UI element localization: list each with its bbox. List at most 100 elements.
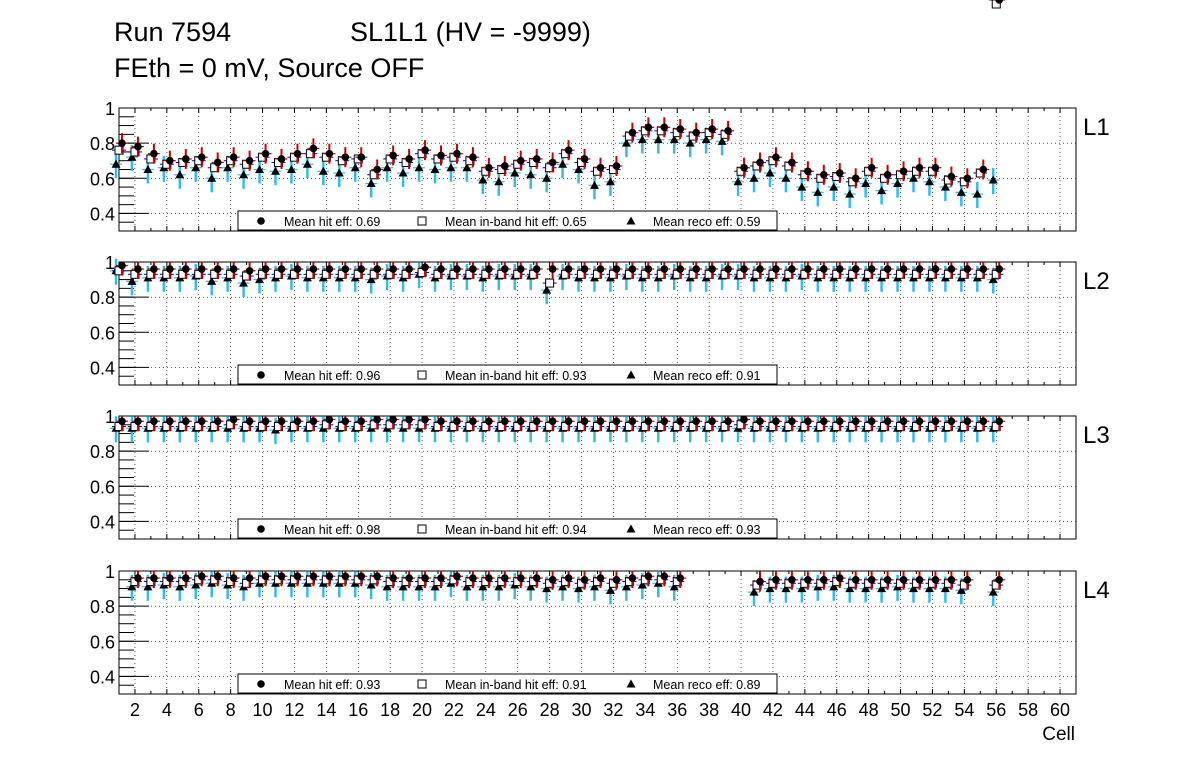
hit-point xyxy=(801,262,814,280)
hit-marker xyxy=(548,417,557,426)
reco-marker xyxy=(127,152,137,161)
hit-point xyxy=(259,571,272,587)
hit-point xyxy=(658,416,671,432)
hit-marker xyxy=(851,174,860,183)
hit-marker xyxy=(277,572,286,581)
legend-inband-marker xyxy=(417,370,427,380)
legend-hit-marker xyxy=(257,371,265,379)
hit-marker xyxy=(437,574,445,582)
hit-point xyxy=(307,262,320,280)
hit-point xyxy=(275,416,288,432)
reco-marker xyxy=(637,135,647,144)
hit-marker xyxy=(293,417,302,426)
hit-marker xyxy=(309,572,318,581)
x-tick-label: 40 xyxy=(731,700,751,720)
hit-marker xyxy=(740,265,748,273)
reco-marker xyxy=(414,163,424,172)
hit-point xyxy=(642,262,655,280)
reco-marker xyxy=(542,285,552,294)
y-tick-label: 1 xyxy=(105,407,115,427)
y-tick-label: 0.6 xyxy=(90,477,115,497)
hit-point xyxy=(578,148,591,169)
hit-point xyxy=(387,262,400,280)
hit-marker xyxy=(261,417,270,426)
panel-label: L4 xyxy=(1083,577,1110,604)
hit-marker xyxy=(469,153,477,161)
hit-point xyxy=(833,262,846,280)
hit-point xyxy=(116,261,128,276)
reco-marker xyxy=(526,170,536,179)
hit-point xyxy=(897,416,910,432)
hit-point xyxy=(913,157,926,178)
hit-point xyxy=(514,262,527,280)
reco-marker xyxy=(430,582,440,591)
panel-label: L1 xyxy=(1083,114,1110,141)
legend-hit-label: Mean hit eff: 0.93 xyxy=(284,678,380,692)
y-tick-label: 0.4 xyxy=(90,204,115,224)
hit-marker xyxy=(213,158,222,167)
hit-point xyxy=(211,262,224,280)
hit-point xyxy=(913,262,926,280)
hit-marker xyxy=(357,572,366,581)
reco-marker xyxy=(191,163,201,172)
hit-marker xyxy=(676,125,685,133)
hit-point xyxy=(419,571,432,589)
hit-point xyxy=(977,416,990,432)
hit-point xyxy=(514,416,527,432)
hit-point xyxy=(259,262,272,280)
hit-point xyxy=(466,571,479,589)
hit-point xyxy=(722,416,735,432)
hit-marker xyxy=(293,572,302,581)
hit-marker xyxy=(166,156,174,165)
hit-marker xyxy=(277,265,286,273)
hit-point xyxy=(674,571,687,589)
hit-marker xyxy=(804,575,812,584)
hit-point xyxy=(323,415,336,430)
reco-marker xyxy=(988,275,998,284)
hit-point xyxy=(275,262,288,280)
hit-marker xyxy=(182,155,190,163)
hit-marker xyxy=(835,574,844,582)
hit-point xyxy=(929,571,942,590)
legend-inband-marker xyxy=(417,524,427,534)
x-axis-label: Cell xyxy=(1042,724,1075,745)
x-tick-label: 22 xyxy=(444,700,464,720)
reco-point xyxy=(588,173,601,200)
reco-point xyxy=(253,157,266,184)
reco-point xyxy=(795,175,808,202)
reco-marker xyxy=(462,163,472,172)
hit-point xyxy=(769,571,782,590)
hit-point xyxy=(865,416,878,432)
hit-marker xyxy=(516,265,525,273)
hit-marker xyxy=(867,417,876,426)
hit-marker xyxy=(995,417,1004,426)
panel-l1: 0.4 0.6 0.8 1 L1 Mean hit eff: 0.69 Mean in-ba… xyxy=(90,0,1110,232)
reco-marker xyxy=(861,179,871,188)
hit-marker xyxy=(835,417,844,426)
hit-marker xyxy=(596,163,605,172)
hit-marker xyxy=(612,265,621,273)
conditions-title: FEth = 0 mV, Source OFF xyxy=(114,53,424,83)
hit-marker xyxy=(405,574,413,582)
hit-point xyxy=(865,571,878,590)
y-tick-label: 0.6 xyxy=(90,323,115,343)
hit-point xyxy=(961,571,974,590)
hit-point xyxy=(403,571,416,589)
hit-marker xyxy=(915,265,924,273)
hit-marker xyxy=(979,165,988,174)
reco-marker xyxy=(558,582,568,591)
reco-marker xyxy=(861,584,871,593)
hit-marker xyxy=(788,575,796,584)
hit-marker xyxy=(421,415,429,424)
hit-marker xyxy=(182,417,190,426)
hit-marker xyxy=(453,417,461,426)
reco-marker xyxy=(813,187,823,196)
hit-marker xyxy=(708,417,716,426)
legend: Mean hit eff: 0.96 Mean in-band hit eff: … xyxy=(237,364,778,385)
reco-marker xyxy=(382,582,392,591)
hit-marker xyxy=(325,415,334,424)
hit-point xyxy=(738,415,751,430)
hit-point xyxy=(291,143,304,164)
panel-l2: 0.4 0.6 0.8 1 L2 Mean hit eff: 0.96 Mean in-ba… xyxy=(90,253,1110,386)
hit-marker xyxy=(501,265,509,273)
